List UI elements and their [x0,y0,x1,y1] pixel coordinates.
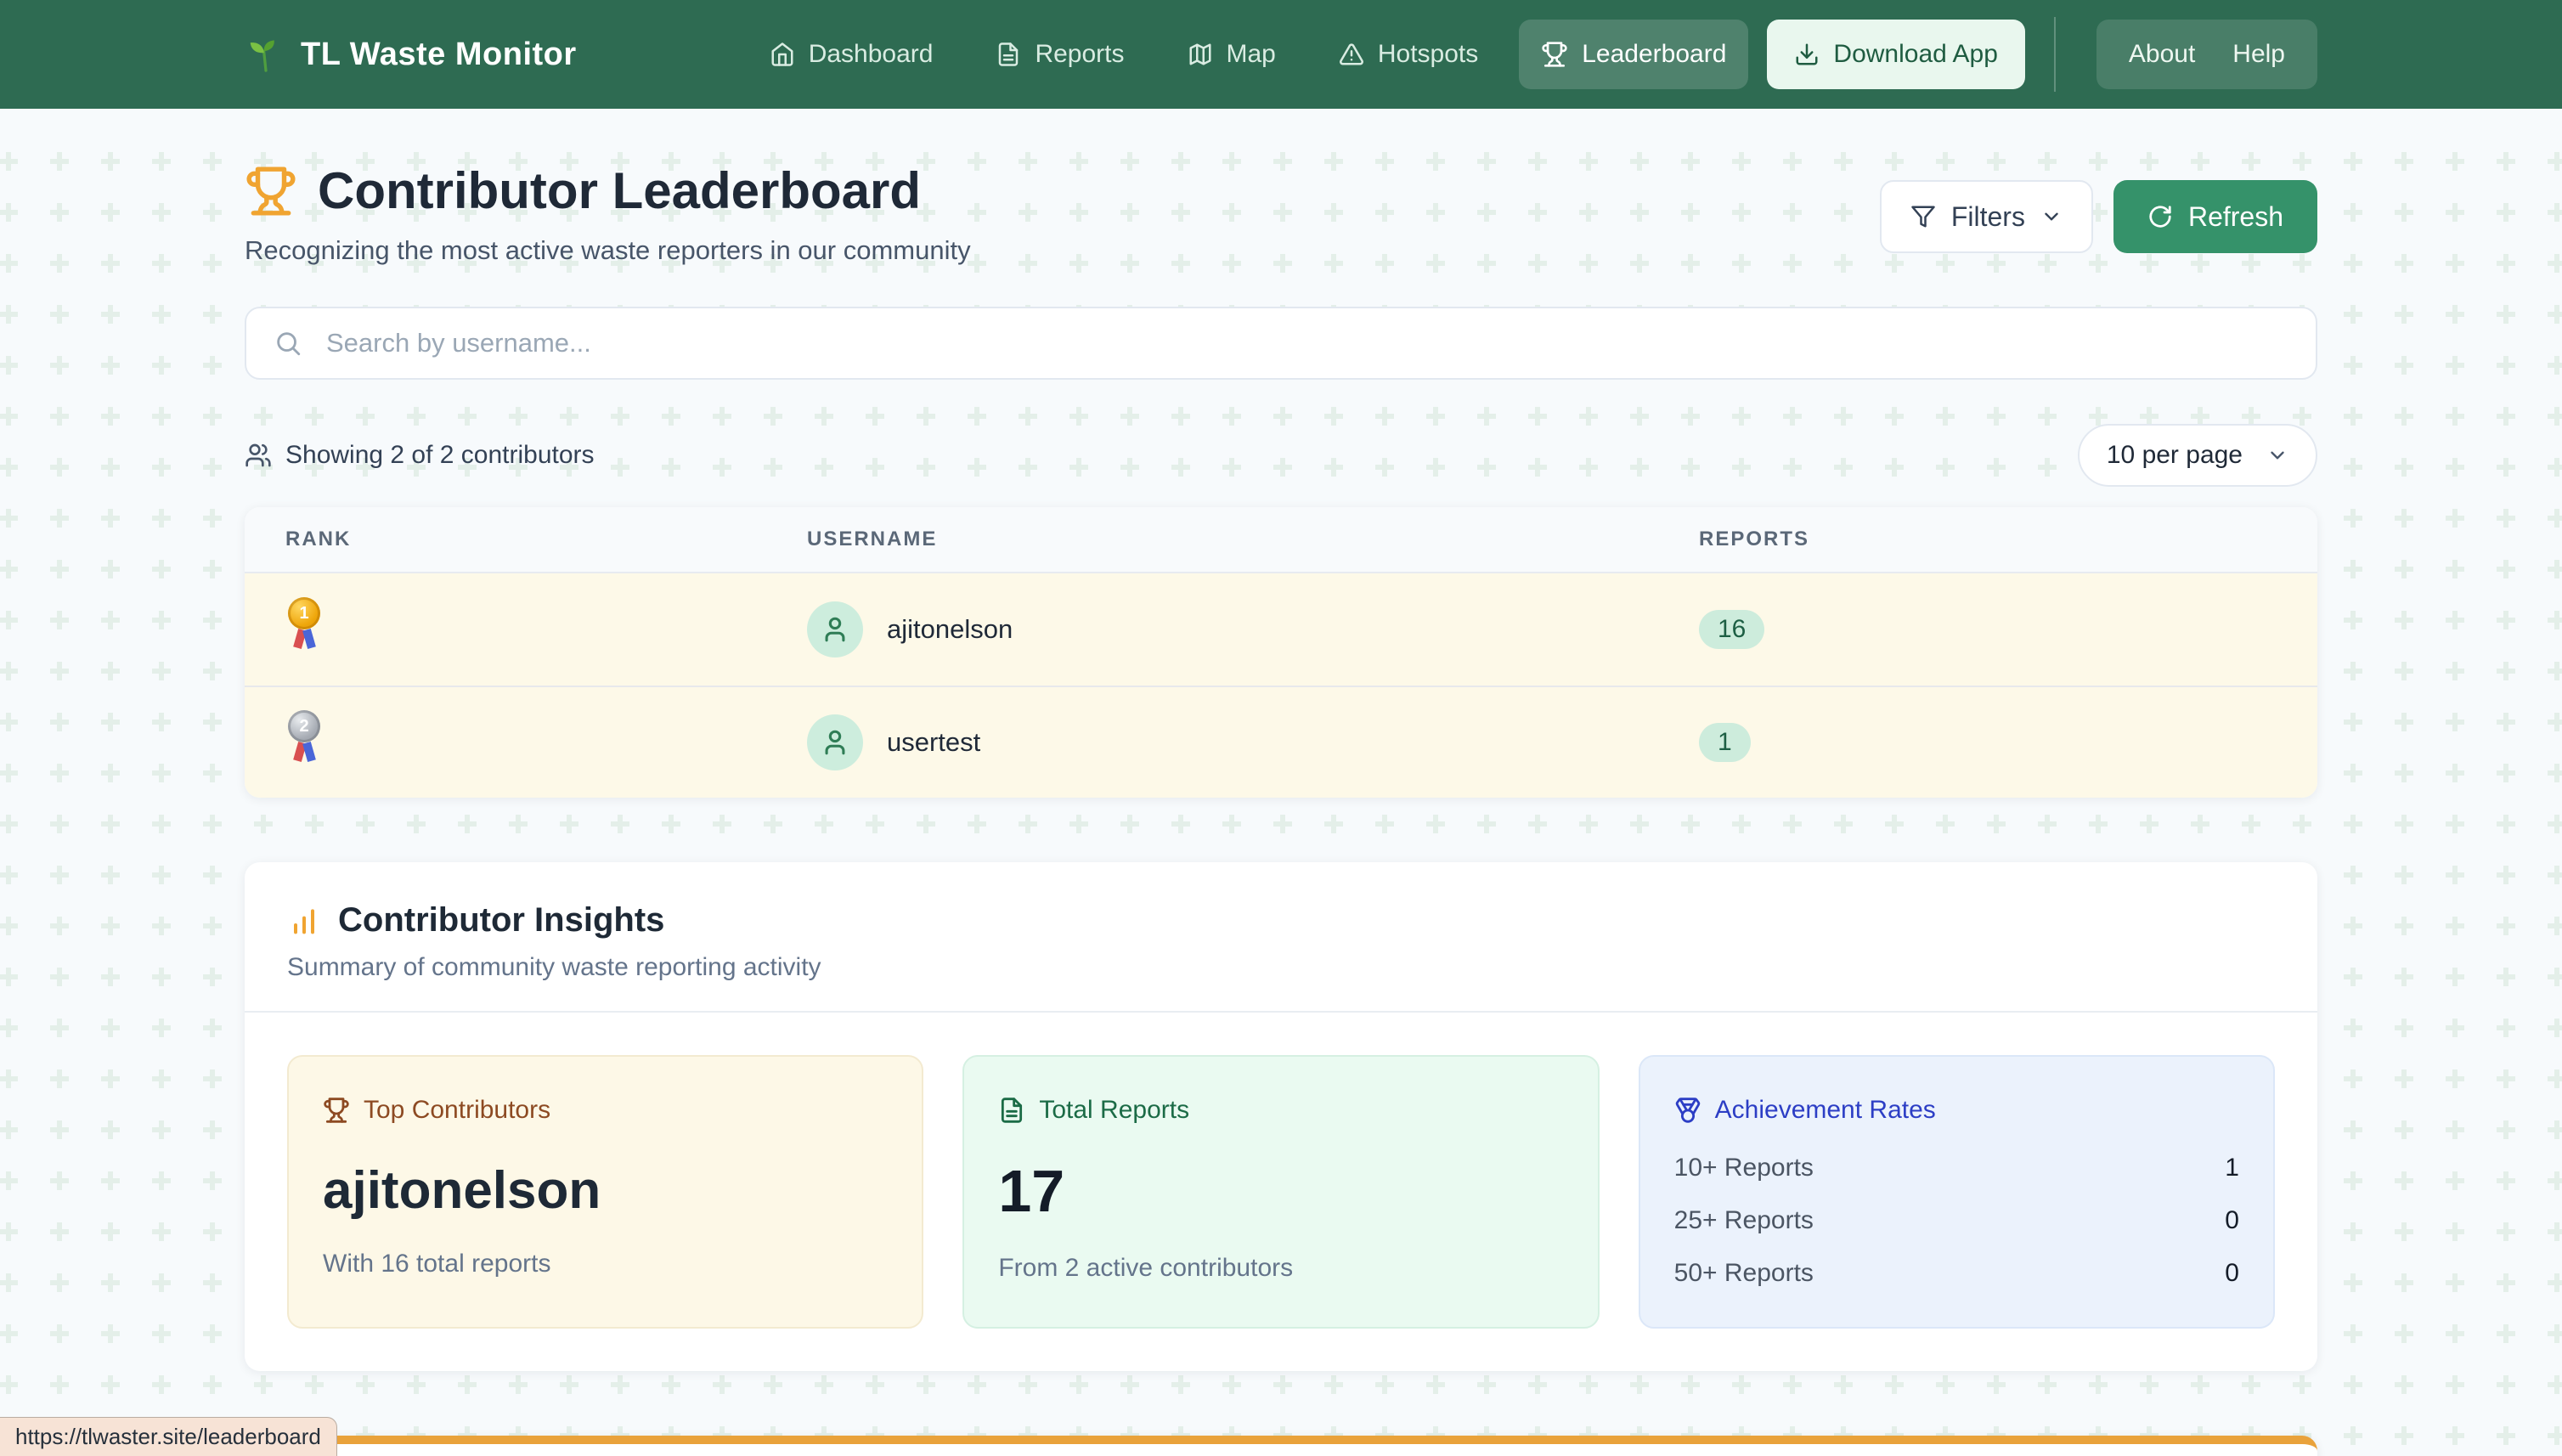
per-page-select[interactable]: 10 per page [2077,424,2317,487]
reports-badge: 1 [1699,723,1751,762]
users-icon [245,442,272,469]
showing-count: Showing 2 of 2 contributors [245,441,595,470]
top-contributor-name: ajitonelson [323,1161,601,1220]
nav-item-dashboard[interactable]: Dashboard [748,20,956,89]
download-icon [1794,42,1820,67]
nav-item-map[interactable]: Map [1165,20,1298,89]
nav-item-reports[interactable]: Reports [973,20,1146,89]
status-bar-url: https://tlwaster.site/leaderboard [0,1417,337,1456]
page-subtitle: Recognizing the most active waste report… [245,235,971,265]
top-contributor-subtitle: With 16 total reports [323,1250,551,1278]
filters-button[interactable]: Filters [1879,180,2093,253]
insights-title: Contributor Insights [338,901,665,939]
insights-subtitle: Summary of community waste reporting act… [287,953,821,981]
nav-link-about[interactable]: About [2128,40,2196,68]
seedling-logo-icon [245,35,284,74]
nav-item-label: Hotspots [1377,40,1479,68]
nav-item-label: Reports [1035,40,1125,68]
nav-item-hotspots[interactable]: Hotspots [1317,20,1500,89]
brand[interactable]: TL Waste Monitor [245,35,577,74]
column-header-rank: RANK [285,528,352,550]
table-row[interactable]: 2 usertest 1 [245,686,2317,798]
alert-triangle-icon [1339,42,1364,67]
file-text-icon [996,42,1021,67]
stat-card-total-reports: Total Reports 17 From 2 active contribut… [962,1055,1600,1329]
trophy-icon [323,1097,350,1124]
avatar [807,714,863,770]
stat-card-title: Achievement Rates [1714,1096,1936,1124]
search-input[interactable] [245,307,2317,380]
trophy-icon [245,165,297,217]
bar-chart-icon [287,904,321,938]
filters-label: Filters [1950,200,2025,232]
nav-secondary-links: About Help [2096,20,2317,89]
achievement-label: 50+ Reports [1673,1259,1814,1287]
home-icon [770,42,795,67]
contributor-insights-card: Contributor Insights Summary of communit… [245,862,2317,1371]
column-header-reports: REPORTS [1699,528,1810,550]
stat-card-title: Top Contributors [364,1096,551,1124]
nav-divider [2053,17,2056,92]
avatar [807,601,863,657]
achievement-value: 0 [2225,1206,2239,1234]
column-header-username: USERNAME [807,528,938,550]
table-header-row: RANK USERNAME REPORTS [245,507,2317,573]
achievement-row: 25+ Reports 0 [1674,1206,2239,1235]
achievement-value: 1 [2225,1154,2239,1182]
refresh-icon [2147,204,2173,229]
achievement-value: 0 [2225,1259,2239,1287]
showing-count-label: Showing 2 of 2 contributors [285,441,595,469]
user-icon [825,730,845,755]
main-content: Contributor Leaderboard Recognizing the … [245,161,2317,1456]
file-text-icon [998,1097,1025,1124]
achievement-row: 10+ Reports 1 [1674,1154,2239,1182]
nav-item-label: Map [1226,40,1276,68]
total-reports-subtitle: From 2 active contributors [998,1254,1294,1282]
map-icon [1188,42,1213,67]
next-section-card [245,1436,2317,1456]
search-icon [274,329,302,358]
achievement-row: 50+ Reports 0 [1674,1259,2239,1288]
nav-item-leaderboard[interactable]: Leaderboard [1519,20,1749,89]
stat-card-title: Total Reports [1039,1096,1190,1124]
per-page-value: 10 per page [2106,441,2243,469]
page-title: Contributor Leaderboard [318,162,922,219]
stat-card-top-contributors: Top Contributors ajitonelson With 16 tot… [287,1055,924,1329]
user-icon [825,617,845,642]
total-reports-value: 17 [998,1158,1065,1224]
nav-item-label: Leaderboard [1582,40,1727,68]
username: ajitonelson [887,614,1013,644]
filter-icon [1910,204,1936,229]
chevron-down-icon [2040,206,2063,228]
reports-badge: 16 [1699,610,1765,649]
nav-menu: Dashboard Reports Map Hotspots [748,17,2317,92]
nav-item-label: Dashboard [808,40,934,68]
username: usertest [887,727,981,757]
achievement-label: 25+ Reports [1673,1206,1814,1234]
stat-card-achievement-rates: Achievement Rates 10+ Reports 1 25+ Repo… [1638,1055,2275,1329]
achievement-label: 10+ Reports [1673,1154,1814,1182]
table-row[interactable]: 1 ajitonelson 16 [245,573,2317,686]
download-app-label: Download App [1833,40,1998,68]
trophy-icon [1541,41,1568,68]
leaderboard-table: RANK USERNAME REPORTS 1 ajitonelson [245,507,2317,798]
refresh-button[interactable]: Refresh [2113,180,2317,253]
divider [245,1011,2317,1013]
brand-title: TL Waste Monitor [301,36,577,72]
nav-link-help[interactable]: Help [2232,40,2285,68]
refresh-label: Refresh [2187,200,2283,232]
navbar: TL Waste Monitor Dashboard Reports Map [0,0,2562,109]
download-app-button[interactable]: Download App [1767,20,2025,89]
chevron-down-icon [2266,444,2288,466]
medal-icon [1674,1097,1701,1124]
